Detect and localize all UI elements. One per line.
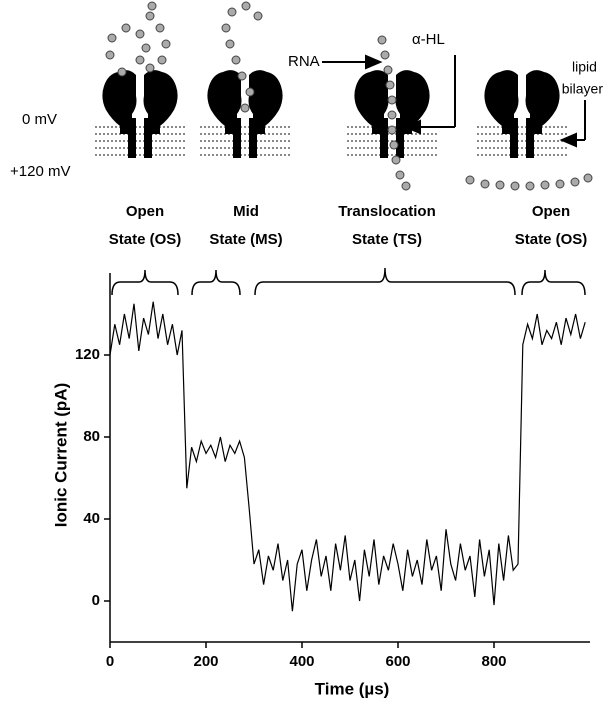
state-label: State (OS) <box>515 231 588 248</box>
protein-stem <box>233 118 241 158</box>
rna-bead <box>525 181 535 191</box>
rna-bead <box>221 23 231 33</box>
rna-bead <box>570 177 580 187</box>
x-tick-label: 600 <box>385 653 410 670</box>
protein-stem <box>128 118 136 158</box>
rna-bead <box>555 179 565 189</box>
protein-stem <box>380 118 388 158</box>
protein <box>354 70 389 134</box>
state-label: State (MS) <box>209 231 282 248</box>
rna-bead <box>245 87 255 97</box>
membrane <box>477 126 567 156</box>
x-tick-label: 400 <box>289 653 314 670</box>
rna-bead <box>253 11 263 21</box>
rna-bead <box>155 23 165 33</box>
diagram <box>95 1 593 191</box>
brace <box>191 269 241 296</box>
rna-bead <box>237 71 247 81</box>
x-tick-label: 800 <box>481 653 506 670</box>
state-label: Open <box>126 203 164 220</box>
x-axis-label: Time (µs) <box>315 679 390 698</box>
state-label: Mid <box>233 203 259 220</box>
rna-bead <box>387 125 397 135</box>
rna-bead <box>377 35 387 45</box>
membrane <box>200 126 290 156</box>
arrows <box>322 54 586 148</box>
rna-bead <box>161 39 171 49</box>
state-label: State (TS) <box>352 231 422 248</box>
y-tick-label: 40 <box>83 510 100 527</box>
rna-bead <box>387 110 397 120</box>
y-tick-label: 120 <box>75 346 100 363</box>
rna-bead <box>380 50 390 60</box>
rna-bead <box>225 39 235 49</box>
rna-bead <box>145 63 155 73</box>
rna-bead <box>385 80 395 90</box>
rna-bead <box>147 1 157 11</box>
rna-bead <box>395 170 405 180</box>
rna-bead <box>389 140 399 150</box>
rna-bead <box>231 55 241 65</box>
protein-stem <box>396 118 404 158</box>
y-tick-label: 0 <box>92 592 100 609</box>
rna-label: RNA <box>288 53 320 70</box>
rna-bead <box>135 55 145 65</box>
x-tick-label: 0 <box>106 653 114 670</box>
state-label: Open <box>532 203 570 220</box>
x-tick-label: 200 <box>193 653 218 670</box>
rna-bead <box>145 11 155 21</box>
rna-bead <box>105 50 115 60</box>
lipid-label: lipid <box>572 59 597 75</box>
brace <box>254 267 516 296</box>
protein <box>525 70 560 134</box>
voltage-label: +120 mV <box>10 163 70 180</box>
rna-bead <box>135 29 145 39</box>
y-tick-label: 80 <box>83 428 100 445</box>
protein <box>207 70 242 134</box>
rna-bead <box>387 95 397 105</box>
rna-bead <box>141 43 151 53</box>
rna-bead <box>583 173 593 183</box>
protein <box>484 70 519 134</box>
state-label: Translocation <box>338 203 436 220</box>
rna-bead <box>241 1 251 11</box>
brace <box>521 269 586 296</box>
hl-label: α-HL <box>412 31 445 48</box>
protein <box>102 70 137 134</box>
protein-stem <box>526 118 534 158</box>
rna-bead <box>391 155 401 165</box>
protein <box>395 70 430 134</box>
rna-bead <box>401 181 411 191</box>
rna-bead <box>510 181 520 191</box>
brace <box>111 269 179 296</box>
rna-bead <box>107 33 117 43</box>
y-axis-label: Ionic Current (pA) <box>51 383 70 528</box>
protein-stem <box>510 118 518 158</box>
trace <box>109 301 586 612</box>
rna-bead <box>465 175 475 185</box>
protein-stem <box>249 118 257 158</box>
rna-bead <box>240 103 250 113</box>
rna-bead <box>121 23 131 33</box>
protein <box>143 70 178 134</box>
rna-bead <box>227 7 237 17</box>
rna-bead <box>117 67 127 77</box>
lipid-label: bilayer <box>562 81 604 97</box>
voltage-label: 0 mV <box>22 111 57 128</box>
rna-bead <box>383 65 393 75</box>
membrane <box>95 126 185 156</box>
rna-bead <box>157 55 167 65</box>
rna-bead <box>480 179 490 189</box>
rna-bead <box>540 180 550 190</box>
rna-bead <box>495 180 505 190</box>
protein <box>248 70 283 134</box>
protein-stem <box>144 118 152 158</box>
state-label: State (OS) <box>109 231 182 248</box>
